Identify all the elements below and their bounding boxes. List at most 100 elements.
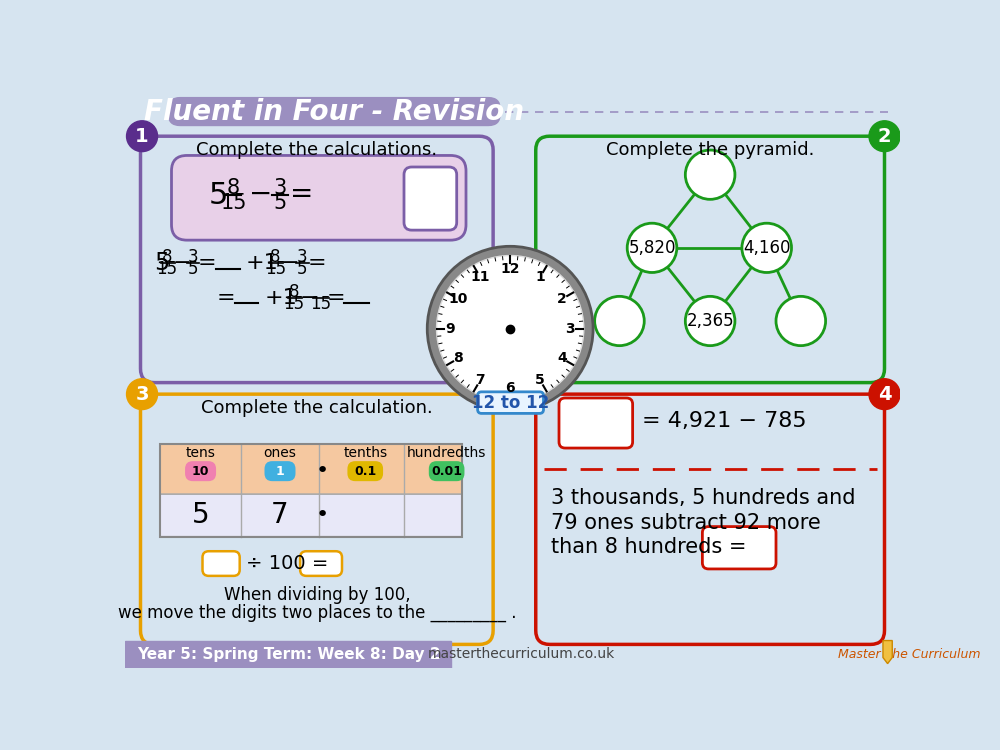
Text: 1: 1 [276, 465, 284, 478]
Text: When dividing by 100,: When dividing by 100, [224, 586, 410, 604]
Text: ones: ones [264, 446, 296, 460]
Text: 5: 5 [273, 194, 287, 213]
Text: =: = [290, 180, 313, 208]
Text: 3: 3 [565, 322, 575, 336]
FancyBboxPatch shape [202, 551, 240, 576]
FancyBboxPatch shape [559, 398, 633, 448]
Text: 7: 7 [271, 502, 289, 530]
Text: 5: 5 [535, 373, 545, 387]
Text: 15: 15 [220, 194, 247, 213]
Text: +1: +1 [246, 254, 279, 273]
Text: −: − [172, 254, 191, 273]
Text: 1: 1 [135, 127, 149, 146]
Text: ÷ 100 =: ÷ 100 = [246, 554, 328, 573]
Circle shape [627, 224, 677, 272]
Text: 2: 2 [878, 127, 891, 146]
Text: =: = [198, 254, 216, 273]
FancyBboxPatch shape [702, 526, 776, 569]
Circle shape [869, 379, 900, 410]
Circle shape [742, 224, 792, 272]
FancyBboxPatch shape [168, 97, 501, 126]
Text: 5,820: 5,820 [628, 238, 676, 256]
Text: 2,365: 2,365 [686, 312, 734, 330]
Text: 3: 3 [135, 385, 149, 404]
Text: 12: 12 [500, 262, 520, 277]
Text: 8: 8 [227, 178, 240, 198]
Text: 9: 9 [446, 322, 455, 336]
Text: 8: 8 [454, 351, 463, 365]
FancyBboxPatch shape [160, 444, 462, 494]
Text: •: • [315, 506, 328, 526]
Text: +1: +1 [264, 288, 297, 308]
Text: Complete the pyramid.: Complete the pyramid. [606, 141, 814, 159]
FancyBboxPatch shape [185, 461, 216, 482]
Text: 3: 3 [188, 248, 199, 266]
FancyBboxPatch shape [172, 155, 466, 240]
Text: 6: 6 [505, 381, 515, 395]
Text: 11: 11 [471, 270, 490, 284]
Text: 0.1: 0.1 [354, 465, 376, 478]
Text: 15: 15 [283, 295, 305, 313]
Circle shape [127, 379, 158, 410]
Text: hundredths: hundredths [407, 446, 486, 460]
Text: 1: 1 [535, 270, 545, 284]
Text: 10: 10 [449, 292, 468, 306]
Text: =: = [326, 288, 345, 308]
Text: Master The Curriculum: Master The Curriculum [838, 647, 980, 661]
Text: −: − [249, 180, 272, 208]
Text: 10: 10 [192, 465, 209, 478]
Text: Year 5: Spring Term: Week 8: Day 2: Year 5: Spring Term: Week 8: Day 2 [137, 646, 440, 662]
Text: 5: 5 [208, 181, 228, 210]
Text: 8: 8 [162, 248, 172, 266]
FancyBboxPatch shape [140, 136, 493, 382]
FancyBboxPatch shape [264, 461, 296, 482]
Text: =: = [216, 288, 235, 308]
Text: 15: 15 [265, 260, 286, 278]
Circle shape [685, 296, 735, 346]
Text: 4: 4 [878, 385, 891, 404]
Text: = 4,921 − 785: = 4,921 − 785 [642, 412, 807, 431]
Circle shape [127, 121, 158, 152]
FancyBboxPatch shape [160, 494, 462, 536]
Text: 4,160: 4,160 [743, 238, 790, 256]
Text: −: − [281, 254, 299, 273]
Text: 5: 5 [188, 260, 198, 278]
Text: than 8 hundreds =: than 8 hundreds = [551, 538, 747, 557]
Circle shape [427, 246, 593, 411]
Text: =: = [308, 254, 327, 273]
Circle shape [869, 121, 900, 152]
Text: Complete the calculation.: Complete the calculation. [201, 399, 433, 417]
FancyBboxPatch shape [140, 394, 493, 644]
Text: •: • [315, 461, 328, 482]
Text: 4: 4 [557, 351, 567, 365]
FancyBboxPatch shape [478, 392, 544, 413]
Text: 5: 5 [192, 502, 209, 530]
FancyBboxPatch shape [536, 394, 885, 644]
Text: 5: 5 [296, 260, 307, 278]
Bar [160, 444, 462, 536]
Text: 15: 15 [310, 295, 331, 313]
FancyBboxPatch shape [300, 551, 342, 576]
Text: tens: tens [186, 446, 216, 460]
Text: 3: 3 [273, 178, 287, 198]
Text: 8: 8 [289, 283, 299, 301]
Bar [125, 640, 450, 668]
Text: 2: 2 [557, 292, 567, 306]
Text: masterthecurriculum.co.uk: masterthecurriculum.co.uk [428, 647, 615, 661]
FancyBboxPatch shape [347, 461, 383, 482]
Circle shape [437, 256, 584, 402]
Text: we move the digits two places to the _________ .: we move the digits two places to the ___… [118, 604, 516, 622]
Text: tenths: tenths [343, 446, 387, 460]
Text: Complete the calculations.: Complete the calculations. [196, 141, 437, 159]
FancyBboxPatch shape [404, 167, 457, 230]
FancyBboxPatch shape [536, 136, 885, 382]
Circle shape [776, 296, 826, 346]
Text: 12 to 12: 12 to 12 [472, 394, 549, 412]
Text: −: − [299, 288, 318, 308]
Text: 8: 8 [270, 248, 281, 266]
Text: Fluent in Four - Revision: Fluent in Four - Revision [144, 98, 524, 125]
Text: 5: 5 [154, 251, 170, 275]
Text: 15: 15 [156, 260, 177, 278]
Circle shape [595, 296, 644, 346]
Text: 0.01: 0.01 [431, 465, 462, 478]
